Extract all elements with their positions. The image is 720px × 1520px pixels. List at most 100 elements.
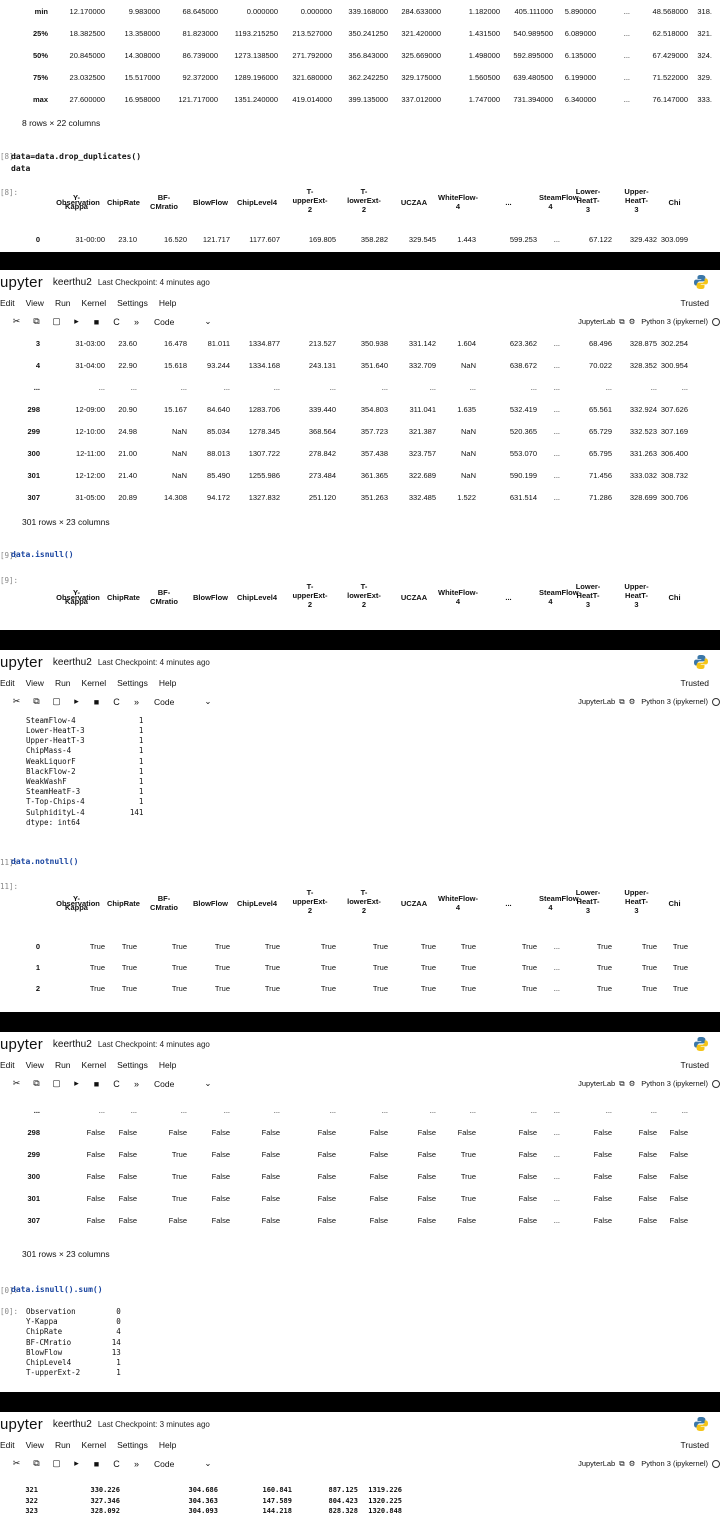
kernel-name[interactable]: Python 3 (ipykernel) <box>641 1079 708 1088</box>
run-icon[interactable]: ▸ <box>74 696 79 706</box>
menu-view[interactable]: View <box>25 298 44 308</box>
chevron-down-icon[interactable]: ⌄ <box>204 1458 212 1468</box>
cell-type-select[interactable]: Code <box>154 316 175 327</box>
paste-icon[interactable]: ▢ <box>52 1458 61 1468</box>
trusted-indicator[interactable]: Trusted <box>680 678 709 688</box>
restart-icon[interactable]: C <box>113 1078 120 1089</box>
menu-help[interactable]: Help <box>158 1440 177 1450</box>
menu-kernel[interactable]: Kernel <box>81 678 107 688</box>
notebook-name[interactable]: keerthu2 <box>52 276 92 288</box>
copy-icon[interactable]: ⧉ <box>33 316 40 326</box>
notebook-name[interactable]: keerthu2 <box>52 1038 92 1050</box>
menu-kernel[interactable]: Kernel <box>81 1440 107 1450</box>
jupyter-logo[interactable]: upyter <box>0 1035 43 1053</box>
menu-help[interactable]: Help <box>158 678 177 688</box>
menu-view[interactable]: View <box>25 678 44 688</box>
cell-type-select[interactable]: Code <box>154 1458 175 1469</box>
table-cell: 6.340000 <box>564 95 596 104</box>
menu-run[interactable]: Run <box>54 298 71 308</box>
stop-icon[interactable]: ■ <box>93 1078 100 1089</box>
run-icon[interactable]: ▸ <box>74 1078 79 1088</box>
menu-edit[interactable]: Edit <box>0 1060 15 1070</box>
cut-icon[interactable]: ✂ <box>12 1458 21 1468</box>
menu-view[interactable]: View <box>25 1060 44 1070</box>
paste-icon[interactable]: ▢ <box>52 1078 61 1088</box>
table-cell: True <box>521 984 537 993</box>
stop-icon[interactable]: ■ <box>93 1458 100 1469</box>
table-cell: 1327.832 <box>248 493 280 502</box>
cell-type-select[interactable]: Code <box>154 1078 175 1089</box>
table-cell: 31-04:00 <box>75 361 105 370</box>
copy-icon[interactable]: ⧉ <box>33 696 40 706</box>
jupyter-logo[interactable]: upyter <box>0 653 43 671</box>
menu-run[interactable]: Run <box>54 1440 71 1450</box>
table-cell: 271.792000 <box>292 51 332 60</box>
table-cell: 67.122 <box>589 235 612 244</box>
cell9-code[interactable]: data.isnull() <box>11 550 74 559</box>
menu-help[interactable]: Help <box>158 1060 177 1070</box>
stop-icon[interactable]: ■ <box>93 696 100 707</box>
fast-forward-icon[interactable]: » <box>133 696 139 707</box>
run-icon[interactable]: ▸ <box>74 1458 79 1468</box>
trusted-indicator[interactable]: Trusted <box>680 1060 709 1070</box>
run-icon[interactable]: ▸ <box>74 316 79 326</box>
cut-icon[interactable]: ✂ <box>12 1078 21 1088</box>
menu-edit[interactable]: Edit <box>0 1440 15 1450</box>
cut-icon[interactable]: ✂ <box>12 316 21 326</box>
paste-icon[interactable]: ▢ <box>52 316 61 326</box>
jupyterlab-link[interactable]: JupyterLab <box>578 317 616 326</box>
menu-run[interactable]: Run <box>54 1060 71 1070</box>
table-cell: 318. <box>697 7 712 16</box>
cut-icon[interactable]: ✂ <box>12 696 21 706</box>
fast-forward-icon[interactable]: » <box>133 316 139 327</box>
cell11-code[interactable]: data.notnull() <box>11 857 78 866</box>
trusted-indicator[interactable]: Trusted <box>680 1440 709 1450</box>
menu-edit[interactable]: Edit <box>0 298 15 308</box>
fast-forward-icon[interactable]: » <box>133 1078 139 1089</box>
stop-icon[interactable]: ■ <box>93 316 100 327</box>
notebook-name[interactable]: keerthu2 <box>52 1418 92 1430</box>
notebook-name[interactable]: keerthu2 <box>52 656 92 668</box>
table-cell: False <box>261 1194 280 1203</box>
kernel-name[interactable]: Python 3 (ipykernel) <box>641 317 708 326</box>
settings-icon[interactable]: ⚙ <box>628 1079 636 1088</box>
settings-icon[interactable]: ⚙ <box>628 697 636 706</box>
jupyterlab-link[interactable]: JupyterLab <box>578 1079 616 1088</box>
menu-settings[interactable]: Settings <box>117 1440 148 1450</box>
menu-settings[interactable]: Settings <box>117 1060 148 1070</box>
cell10-code[interactable]: data.isnull().sum() <box>11 1285 103 1294</box>
column-header: SteamFlow- 4 <box>539 894 582 912</box>
chevron-down-icon[interactable]: ⌄ <box>204 696 212 706</box>
jupyterlab-link[interactable]: JupyterLab <box>578 1459 616 1468</box>
kernel-name[interactable]: Python 3 (ipykernel) <box>641 1459 708 1468</box>
kernel-name[interactable]: Python 3 (ipykernel) <box>641 697 708 706</box>
menu-kernel[interactable]: Kernel <box>81 1060 107 1070</box>
trusted-indicator[interactable]: Trusted <box>680 298 709 308</box>
menu-view[interactable]: View <box>25 1440 44 1450</box>
jupyterlab-link[interactable]: JupyterLab <box>578 697 616 706</box>
cell8-code[interactable]: data=data.drop_duplicates() data <box>11 151 141 175</box>
cell-type-select[interactable]: Code <box>154 696 175 707</box>
restart-icon[interactable]: C <box>113 1458 120 1469</box>
settings-icon[interactable]: ⚙ <box>628 317 636 326</box>
menu-run[interactable]: Run <box>54 678 71 688</box>
menu-kernel[interactable]: Kernel <box>81 298 107 308</box>
restart-icon[interactable]: C <box>113 696 120 707</box>
copy-icon[interactable]: ⧉ <box>33 1458 40 1468</box>
chevron-down-icon[interactable]: ⌄ <box>204 316 212 326</box>
jupyter-logo[interactable]: upyter <box>0 273 43 291</box>
restart-icon[interactable]: C <box>113 316 120 327</box>
notebook-toolbar: ✂ ⧉ ▢ ▸ ■ C » Code ⌄ JupyterLab ⧉ ⚙ Pyth… <box>0 312 720 331</box>
menu-settings[interactable]: Settings <box>117 678 148 688</box>
menu-settings[interactable]: Settings <box>117 298 148 308</box>
menu-help[interactable]: Help <box>158 298 177 308</box>
copy-icon[interactable]: ⧉ <box>33 1078 40 1088</box>
settings-icon[interactable]: ⚙ <box>628 1459 636 1468</box>
paste-icon[interactable]: ▢ <box>52 696 61 706</box>
jupyter-logo[interactable]: upyter <box>0 1415 43 1433</box>
table-cell: True <box>214 984 230 993</box>
chevron-down-icon[interactable]: ⌄ <box>204 1078 212 1088</box>
menu-edit[interactable]: Edit <box>0 678 15 688</box>
fast-forward-icon[interactable]: » <box>133 1458 139 1469</box>
table-cell: False <box>86 1128 105 1137</box>
